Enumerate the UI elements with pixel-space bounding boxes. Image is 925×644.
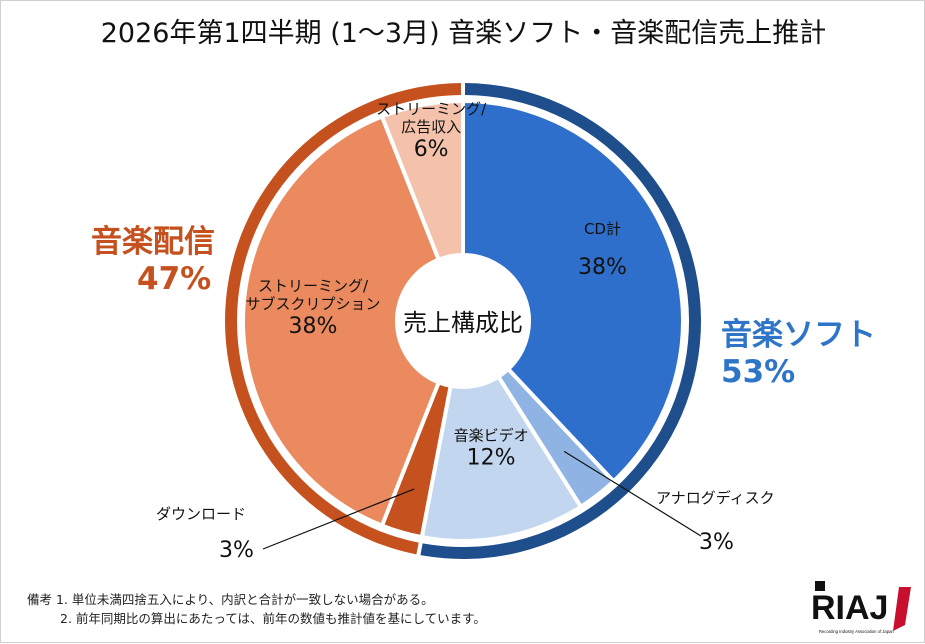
footnotes: 備考 1. 単位未満四捨五入により、内訳と合計が一致しない場合がある。 2. 前… (27, 590, 486, 628)
group-name-soft: 音楽ソフト (721, 317, 876, 353)
group-pct-digital: 47% (137, 261, 212, 297)
slice-value-5: 6% (414, 137, 449, 162)
group-label-soft: 音楽ソフト 53% (721, 309, 876, 390)
group-name-digital: 音楽配信 (91, 224, 215, 260)
slice-label-2-line-0: 音楽ビデオ (454, 426, 529, 444)
group-label-digital: 音楽配信 47% (75, 216, 215, 297)
group-pct-soft: 53% (721, 354, 796, 390)
slice-label-3-line-0: ダウンロード (156, 505, 246, 523)
slice-value-4: 38% (289, 314, 338, 339)
logo-subtext: Recording Industry Association of Japan (819, 629, 894, 634)
riaj-logo: RIAJ Recording Industry Association of J… (811, 581, 911, 634)
leader-line-3 (262, 488, 415, 550)
slice-value-1: 3% (699, 530, 734, 555)
slice-value-0: 38% (578, 255, 627, 280)
chart-title: 2026年第1四半期 (1～3月) 音楽ソフト・音楽配信売上推計 (100, 18, 827, 49)
slice-label-4-line-0: ストリーミング/ (258, 277, 369, 295)
slice-value-3: 3% (219, 538, 254, 563)
slice-label-4-line-1: サブスクリプション (245, 295, 380, 313)
slice-5 (379, 98, 465, 263)
slice-4 (241, 113, 442, 529)
center-hole (399, 257, 527, 385)
leader-line-1 (563, 450, 702, 537)
slice-label-1-line-0: アナログディスク (656, 489, 775, 507)
footnote-1: 備考 1. 単位未満四捨五入により、内訳と合計が一致しない場合がある。 (27, 592, 434, 607)
slice-label-5-line-0: ストリーミング/ (376, 100, 487, 118)
center-label: 売上構成比 (403, 309, 523, 337)
logo-text: RIAJ (811, 589, 888, 627)
slice-0 (461, 98, 685, 485)
footnote-2: 2. 前年同期比の算出にあたっては、前年の数値も推計値を基にしています。 (60, 611, 486, 626)
slice-2 (419, 373, 584, 543)
slice-label-0-line-0: CD計 (584, 220, 621, 238)
slice-label-5-line-1: 広告収入 (401, 118, 461, 136)
slice-value-2: 12% (467, 445, 516, 470)
